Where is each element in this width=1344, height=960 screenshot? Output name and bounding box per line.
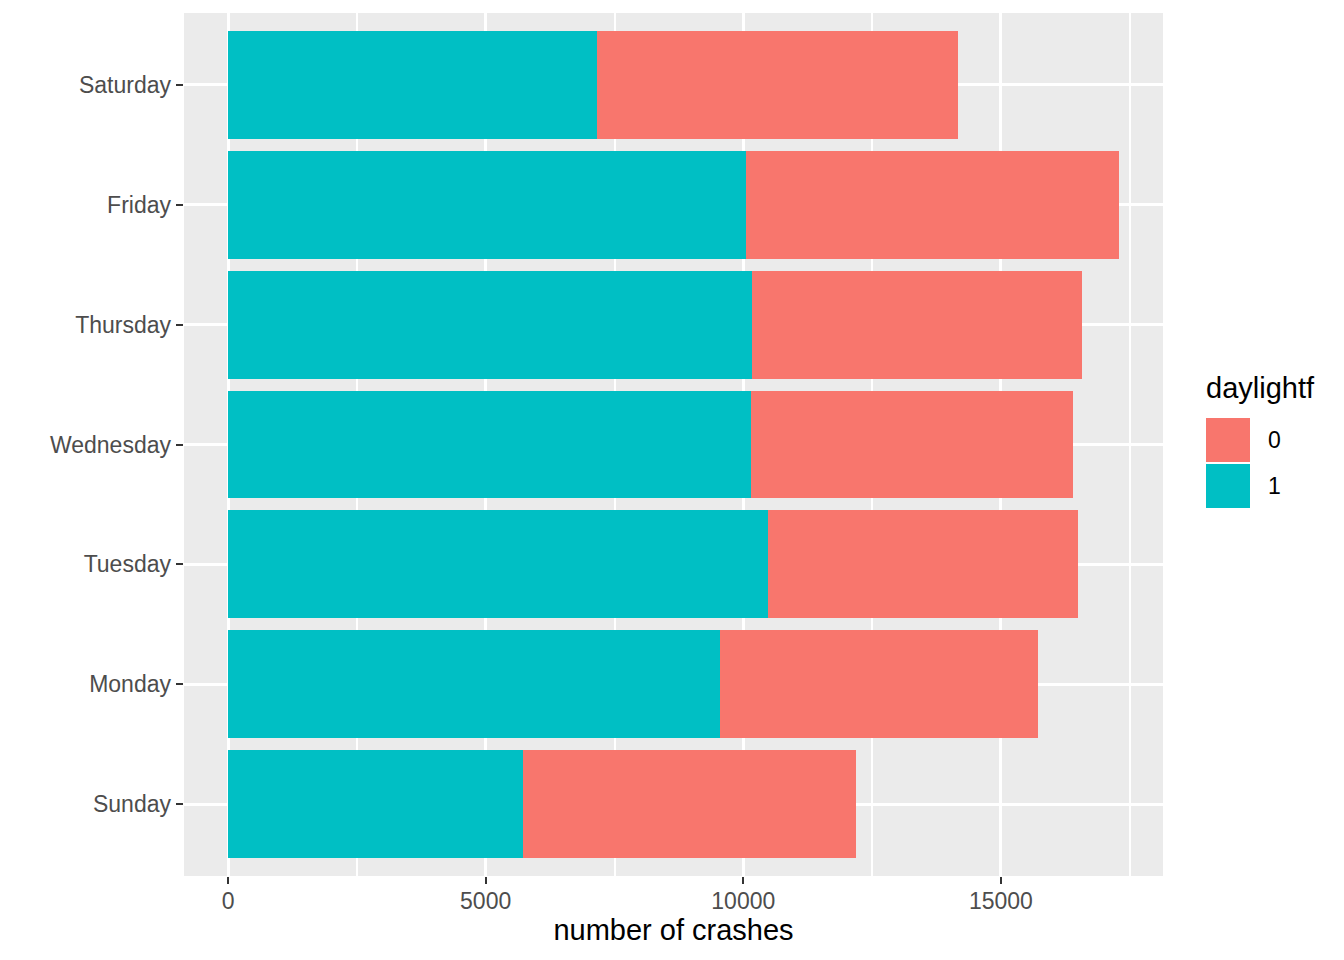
x-tick-label-0: 0 [168,887,288,915]
x-tick-mark [485,877,487,884]
y-tick-label-saturday: Saturday [0,71,171,99]
y-tick-label-thursday: Thursday [0,311,171,339]
x-tick-label-10000: 10000 [683,887,803,915]
x-tick-mark [227,877,229,884]
y-tick-mark [176,444,183,446]
legend-entries: 01 [1206,418,1314,508]
bar-segment-wednesday-daylightf-1 [228,391,750,499]
x-axis-title: number of crashes [184,914,1163,947]
y-tick-mark [176,324,183,326]
y-tick-mark [176,563,183,565]
y-tick-mark [176,683,183,685]
x-tick-label-5000: 5000 [426,887,546,915]
bar-segment-saturday-daylightf-0 [597,31,958,139]
bar-segment-sunday-daylightf-0 [523,750,856,858]
legend-title: daylightf [1206,372,1314,405]
bar-segment-tuesday-daylightf-0 [768,510,1078,618]
bar-segment-friday-daylightf-0 [746,151,1119,259]
bar-segment-sunday-daylightf-1 [228,750,523,858]
legend-swatch-0 [1206,418,1250,462]
bar-segment-monday-daylightf-1 [228,630,720,738]
bar-segment-tuesday-daylightf-1 [228,510,768,618]
y-tick-label-sunday: Sunday [0,790,171,818]
bar-segment-monday-daylightf-0 [720,630,1037,738]
bar-segment-saturday-daylightf-1 [228,31,597,139]
y-tick-label-friday: Friday [0,191,171,219]
legend-entry-0: 0 [1206,418,1314,462]
y-tick-label-wednesday: Wednesday [0,431,171,459]
crashes-by-weekday-chart: number of crashes daylightf 01 050001000… [0,0,1344,960]
y-tick-mark [176,803,183,805]
y-tick-label-tuesday: Tuesday [0,550,171,578]
legend: daylightf 01 [1206,372,1314,510]
x-tick-mark [742,877,744,884]
y-tick-mark [176,204,183,206]
x-tick-mark [1000,877,1002,884]
x-tick-label-15000: 15000 [941,887,1061,915]
bar-segment-wednesday-daylightf-0 [751,391,1074,499]
y-tick-label-monday: Monday [0,670,171,698]
bar-segment-thursday-daylightf-1 [228,271,752,379]
legend-entry-1: 1 [1206,464,1314,508]
bar-segment-thursday-daylightf-0 [752,271,1082,379]
y-tick-mark [176,84,183,86]
legend-label-0: 0 [1268,427,1281,454]
bar-segment-friday-daylightf-1 [228,151,746,259]
legend-swatch-1 [1206,464,1250,508]
legend-label-1: 1 [1268,473,1281,500]
